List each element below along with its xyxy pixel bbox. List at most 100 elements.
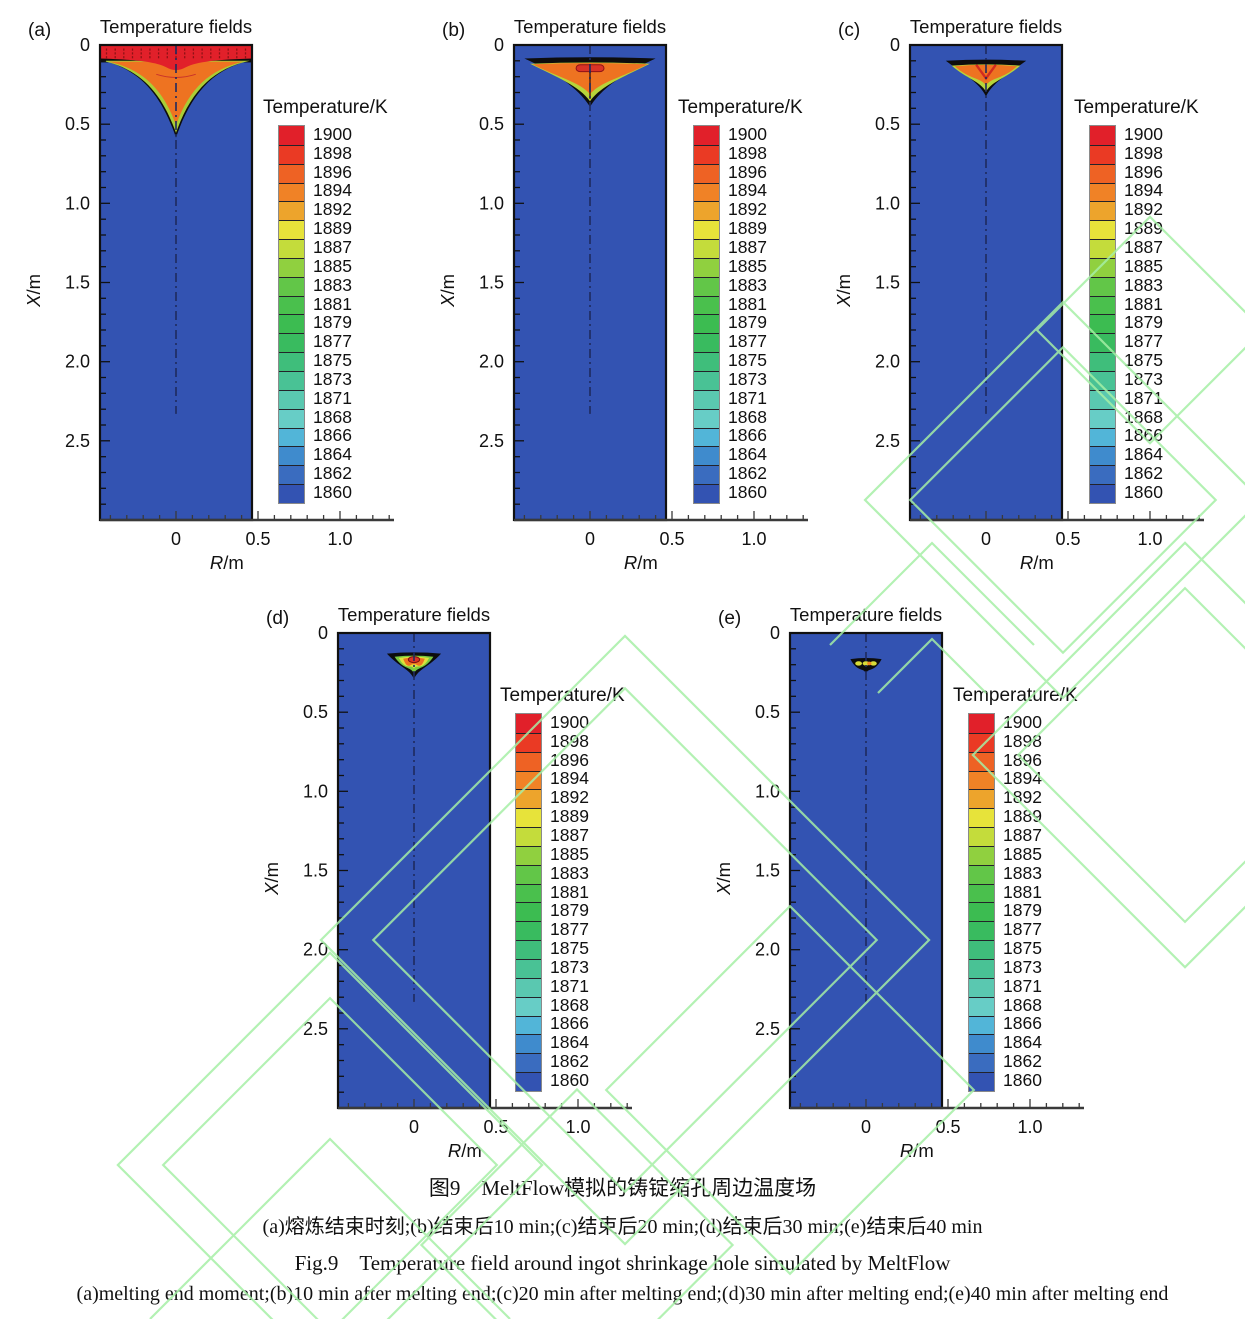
colorbar-value: 1875 [728,350,767,371]
colorbar-cell [1090,446,1115,466]
x-tick-label: 0.5 [1055,529,1080,549]
colorbar-cell [694,163,719,183]
colorbar-cell [1090,182,1115,202]
contour-black-speck [850,657,882,674]
colorbar-body: 1900 1898 1896 1894 1892 1889 1887 1885 1883 1881… [278,124,352,504]
colorbar-cell [969,996,994,1016]
y-tick-label: 0.5 [755,702,780,722]
colorbar-value: 1889 [313,218,352,239]
colorbar-value: 1887 [313,236,352,257]
colorbar-value: 1862 [313,463,352,484]
colorbar-cell [279,484,304,503]
colorbar-value: 1894 [313,180,352,201]
colorbar-cell [279,465,304,485]
colorbar-value: 1879 [313,312,352,333]
axis-y: 0 0.5 1.0 1.5 2.0 2.5 X/m [833,35,920,505]
colorbar-value: 1894 [1124,180,1163,201]
y-axis-title-unit: /m [437,274,458,295]
colorbar-cell [969,1015,994,1035]
y-axis-title-unit: /m [23,274,44,295]
panel-title: Temperature fields [338,604,490,625]
colorbar-value: 1871 [1003,975,1042,996]
colorbar-value: 1883 [1124,274,1163,295]
colorbar-value: 1873 [728,368,767,389]
colorbar-value: 1873 [1003,956,1042,977]
colorbar-cell [969,770,994,790]
x-tick-label: 0.5 [245,529,270,549]
axis-x: 0 0.5 1.0 R/m [338,1099,632,1161]
colorbar-value: 1896 [550,749,589,770]
colorbar-value: 1898 [550,730,589,751]
colorbar-value: 1877 [1124,331,1163,352]
x-axis-title: R/m [210,552,244,573]
y-tick-label: 0 [318,623,328,643]
colorbar-cell [279,389,304,409]
colorbar-value: 1885 [1003,843,1042,864]
colorbar-value: 1889 [550,806,589,827]
x-tick-label: 0.5 [483,1117,508,1137]
colorbar-cell [1090,389,1115,409]
colorbar-value: 1881 [728,293,767,314]
x-axis-title-unit: /m [637,552,658,573]
colorbar-title: Temperature/K [953,685,1078,706]
colorbar-cell [516,1034,541,1054]
colorbar-value: 1892 [728,199,767,220]
surface-red-band [99,45,253,70]
red-lens [575,64,605,73]
y-tick-label: 0.5 [479,114,504,134]
axis-y: 0 0.5 1.0 1.5 2.0 2.5 X/m [261,623,348,1093]
contour-black-band [100,47,252,63]
y-tick-label: 0.5 [875,114,900,134]
contour-black-funnel [99,60,253,138]
colorbar-cell [1090,126,1115,145]
panel-label: (e) [718,608,741,629]
contour-black-wedge [524,57,656,107]
plot-border [908,43,1064,522]
x-tick-label: 0 [171,529,181,549]
colorbar-cell [1090,314,1115,334]
colorbar-value: 1894 [728,180,767,201]
colorbar-cell [694,126,719,145]
colorbar-cell [969,789,994,809]
contour-yellow-blob [398,656,430,669]
colorbar-cell [279,163,304,183]
colorbar-value: 1866 [550,1013,589,1034]
colorbar-cell [279,295,304,315]
colorbar-cell [516,714,541,733]
y-axis-title: X/m [23,274,44,308]
hot-zone-e [850,657,882,674]
colorbar-cell [969,808,994,828]
colorbar-value: 1875 [1124,350,1163,371]
hot-zone-b [524,57,656,107]
colorbar-cell [694,182,719,202]
y-tick-label: 1.5 [303,861,328,881]
y-tick-label: 1.0 [755,781,780,801]
x-axis-title-symbol: R [900,1140,913,1161]
y-tick-label: 2.0 [875,352,900,372]
colorbar-value: 1860 [728,481,767,502]
y-tick-label: 1.0 [479,193,504,213]
colorbar-cell [516,977,541,997]
colorbar-cell [694,370,719,390]
colorbar-cell [279,276,304,296]
colorbar-cell [694,144,719,164]
y-axis-title-symbol: X [437,294,458,308]
y-axis-title-symbol: X [261,882,282,896]
colorbar-cell [516,845,541,865]
colorbar-value: 1887 [728,236,767,257]
plot-area [790,633,942,1108]
colorbar-cell [1090,484,1115,503]
colorbar-title: Temperature/K [500,685,625,706]
colorbar-cell [516,808,541,828]
colorbar-swatch [968,713,995,1092]
y-axis-title-unit: /m [713,862,734,883]
colorbar-value: 1894 [550,768,589,789]
colorbar-cell [694,201,719,221]
colorbar-cell [1090,465,1115,485]
colorbar-value: 1862 [1003,1051,1042,1072]
colorbar-cell [694,276,719,296]
colorbar-value: 1885 [728,255,767,276]
contour-black-wedge [945,59,1027,97]
y-tick-label: 2.5 [303,1019,328,1039]
